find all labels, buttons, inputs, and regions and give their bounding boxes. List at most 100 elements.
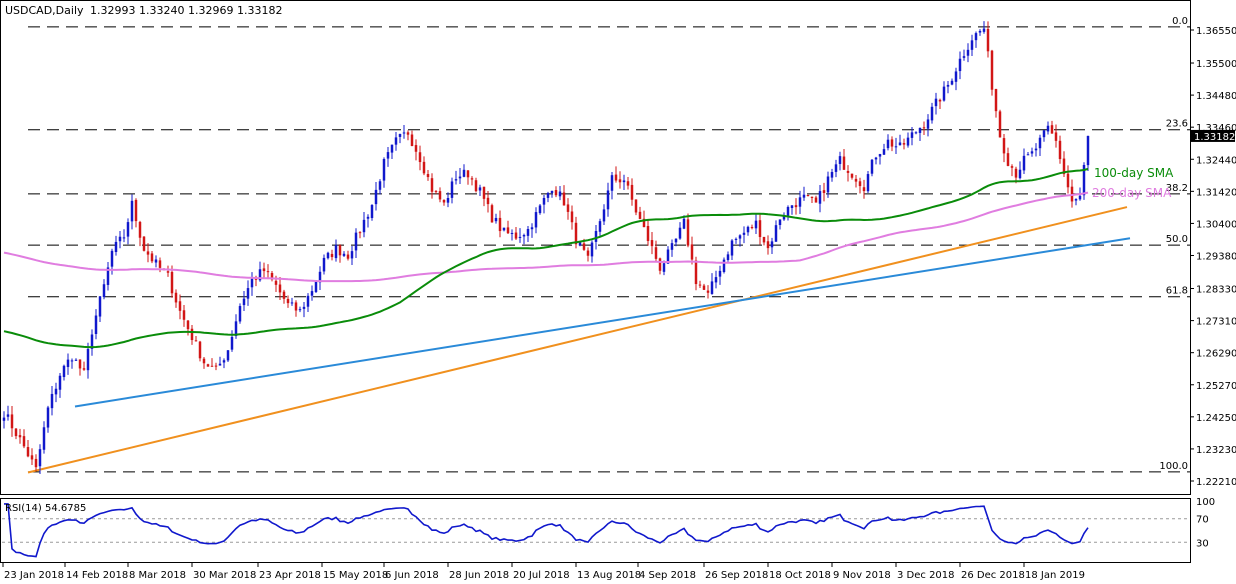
- candle: [422, 156, 426, 176]
- price-tick-label: 1.24250: [1196, 413, 1236, 424]
- time-tick-label: 13 Aug 2018: [577, 570, 641, 581]
- candle: [802, 186, 806, 201]
- candle-body: [870, 159, 874, 174]
- candle: [462, 164, 466, 178]
- candle-body: [590, 242, 594, 257]
- candle-body: [114, 241, 118, 252]
- candle: [138, 220, 142, 247]
- candle: [786, 205, 790, 221]
- candle-body: [218, 363, 222, 366]
- candle: [734, 237, 738, 244]
- candle: [362, 212, 366, 238]
- candle: [850, 173, 854, 180]
- candle: [370, 204, 374, 221]
- candle: [242, 290, 246, 312]
- candle-body: [254, 278, 258, 280]
- candle: [906, 132, 910, 148]
- candle: [862, 179, 866, 199]
- candle-body: [878, 154, 882, 157]
- candle: [798, 190, 802, 215]
- candle: [114, 235, 118, 256]
- candle: [134, 198, 138, 228]
- candle: [262, 262, 266, 279]
- candle-body: [562, 192, 566, 206]
- candle-body: [726, 254, 730, 260]
- candle: [1034, 143, 1038, 157]
- candle: [206, 363, 210, 367]
- candle: [994, 88, 998, 118]
- candle: [150, 251, 154, 264]
- candle: [54, 382, 58, 403]
- candle-body: [826, 176, 830, 193]
- candle: [882, 143, 886, 156]
- candle-body: [966, 49, 970, 56]
- candle: [178, 294, 182, 320]
- candle: [618, 171, 622, 189]
- candle: [506, 220, 510, 234]
- candle-body: [306, 295, 310, 307]
- candle-body: [654, 247, 658, 259]
- candle-body: [342, 253, 346, 256]
- price-tick-label: 1.27310: [1196, 317, 1236, 328]
- candle-body: [790, 205, 794, 208]
- candle-body: [374, 189, 378, 205]
- candle: [614, 166, 618, 183]
- candle-body: [1058, 140, 1062, 160]
- candle-body: [102, 284, 106, 298]
- candle-body: [614, 174, 618, 181]
- candle-body: [526, 229, 530, 236]
- candle: [1018, 161, 1022, 180]
- candle-body: [542, 198, 546, 205]
- current-price-label: 1.33182: [1194, 132, 1235, 143]
- candle-body: [786, 206, 790, 216]
- candle: [1058, 135, 1062, 164]
- candle-body: [82, 368, 86, 370]
- candle: [758, 213, 762, 245]
- time-tick-label: 23 Apr 2018: [259, 570, 321, 581]
- candle-body: [426, 173, 430, 178]
- candle: [18, 428, 22, 444]
- candle: [894, 137, 898, 155]
- candle: [66, 353, 70, 375]
- candle-body: [1022, 155, 1026, 171]
- candle-body: [206, 364, 210, 367]
- candle-body: [174, 292, 178, 303]
- time-tick-label: 23 Jan 2018: [4, 570, 64, 581]
- candle-body: [926, 119, 930, 129]
- candle: [418, 145, 422, 171]
- candle: [610, 172, 614, 200]
- candle: [742, 226, 746, 244]
- candle-body: [842, 156, 846, 170]
- candle: [318, 266, 322, 291]
- candle-body: [26, 447, 30, 457]
- candle: [634, 199, 638, 216]
- candle-body: [1018, 169, 1022, 179]
- price-tick-label: 1.34480: [1196, 91, 1236, 102]
- candle: [10, 406, 14, 437]
- candle: [386, 146, 390, 167]
- candle: [846, 165, 850, 182]
- candle-body: [126, 222, 130, 237]
- candle-body: [398, 134, 402, 137]
- candle-body: [778, 219, 782, 226]
- candle: [538, 203, 542, 215]
- candle-body: [702, 285, 706, 290]
- candle: [330, 249, 334, 261]
- candle-body: [266, 271, 270, 273]
- candle: [446, 192, 450, 208]
- candle: [750, 224, 754, 230]
- candle: [598, 218, 602, 237]
- candle-body: [598, 221, 602, 232]
- rsi-tick-label: 100: [1196, 497, 1215, 508]
- candle: [978, 29, 982, 36]
- candle: [334, 239, 338, 262]
- candle-body: [422, 161, 426, 174]
- candle: [42, 421, 46, 454]
- candle: [174, 289, 178, 308]
- candle: [190, 324, 194, 345]
- candle: [246, 280, 250, 306]
- candle-body: [670, 243, 674, 250]
- candle-body: [522, 235, 526, 237]
- candle-body: [78, 359, 82, 369]
- fib-label-100-0: 100.0: [1159, 461, 1188, 472]
